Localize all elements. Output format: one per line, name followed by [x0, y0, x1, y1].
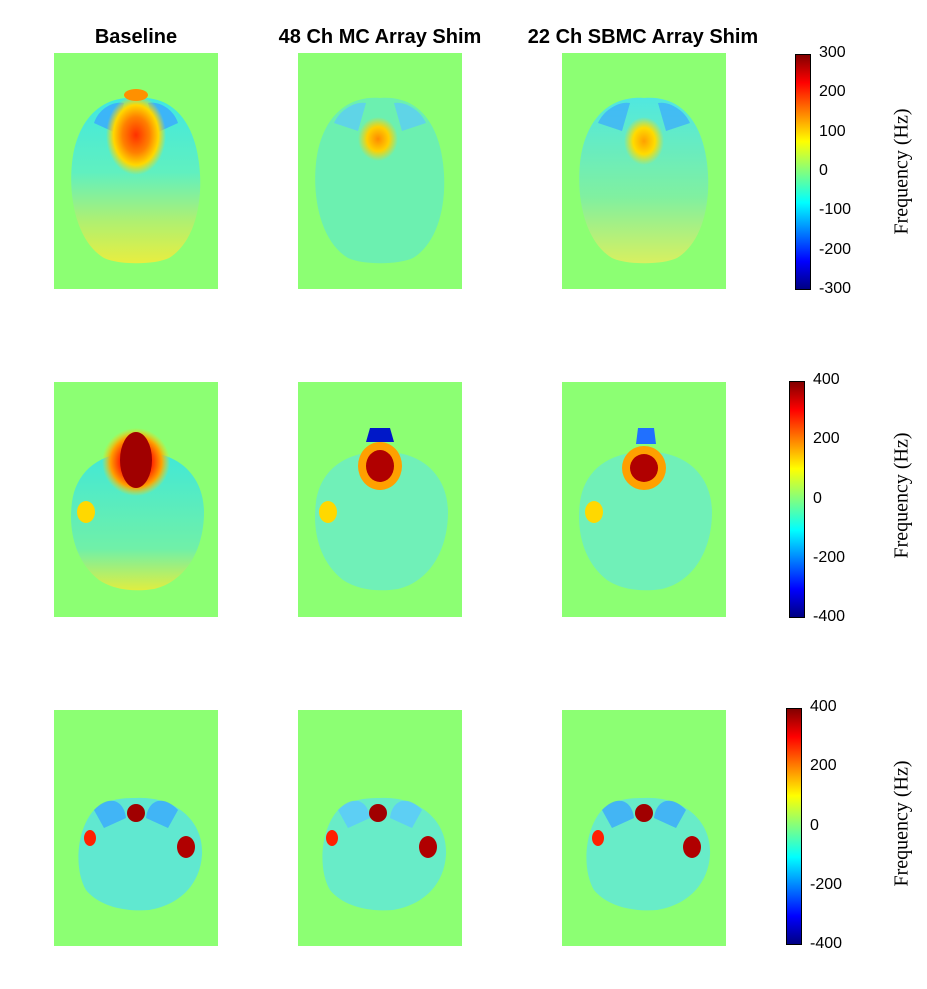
colorbar-row1	[795, 54, 811, 290]
colorbar-tick-row1-4: -100	[819, 201, 852, 219]
column-title-baseline: Baseline	[94, 26, 178, 48]
map-r2-c3	[562, 382, 726, 617]
map-r1-c1	[54, 53, 218, 289]
colorbar-tick-row3-3: -200	[810, 875, 843, 893]
colorbar-tick-row1-2: 100	[819, 122, 846, 140]
colorbar-tick-row1-6: -300	[819, 280, 852, 297]
colorbar-label-row3: Frequency (Hz)	[890, 760, 913, 887]
map-r3-c3	[562, 710, 726, 946]
colorbar-tick-row2-2: 0	[813, 489, 822, 507]
colorbar-tick-row3-1: 200	[810, 757, 837, 775]
colorbar-tick-row1-0: 300	[819, 44, 846, 61]
colorbar-tick-row3-0: 400	[810, 698, 837, 715]
colorbar-tick-row2-4: -400	[813, 608, 846, 625]
colorbar-tick-row3-2: 0	[810, 816, 819, 834]
colorbar-tick-row3-4: -400	[810, 935, 843, 952]
map-r2-c1	[54, 382, 218, 617]
colorbar-tick-row2-1: 200	[813, 430, 840, 448]
map-r3-c1	[54, 710, 218, 946]
colorbar-tick-row1-1: 200	[819, 83, 846, 101]
colorbar-tick-row2-0: 400	[813, 371, 840, 388]
map-r1-c3	[562, 53, 726, 289]
colorbar-tick-row2-3: -200	[813, 548, 846, 566]
map-r1-c2	[298, 53, 462, 289]
map-r3-c2	[298, 710, 462, 946]
map-r2-c2	[298, 382, 462, 617]
column-title-22ch: 22 Ch SBMC Array Shim	[527, 26, 759, 48]
colorbar-label-row2: Frequency (Hz)	[890, 432, 913, 559]
colorbar-tick-row1-3: 0	[819, 162, 828, 179]
colorbar-tick-row1-5: -200	[819, 240, 852, 258]
colorbar-row3	[786, 708, 802, 945]
colorbar-label-row1: Frequency (Hz)	[890, 108, 913, 235]
column-title-48ch: 48 Ch MC Array Shim	[278, 26, 482, 48]
colorbar-row2	[789, 381, 805, 618]
